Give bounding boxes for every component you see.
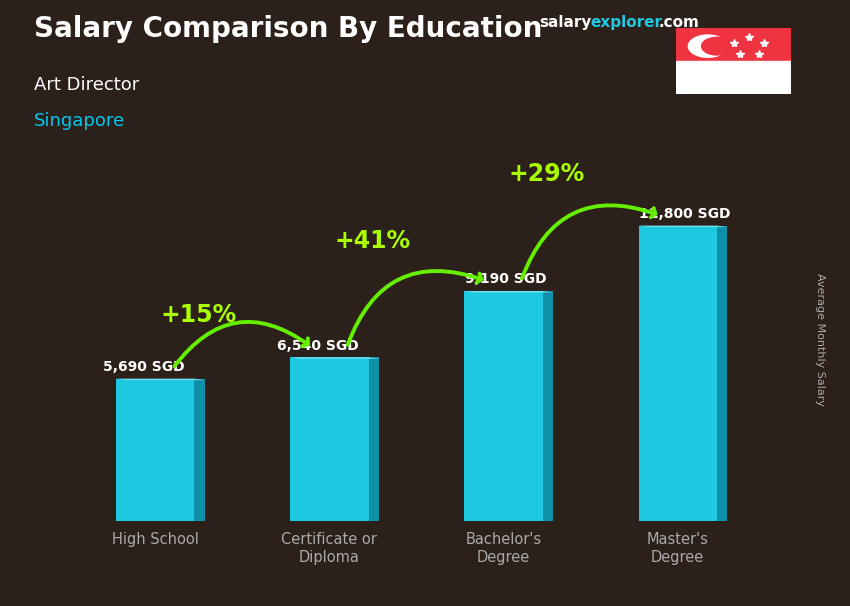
Text: Salary Comparison By Education: Salary Comparison By Education [34,15,542,43]
Polygon shape [195,379,205,521]
Polygon shape [116,379,205,380]
Bar [676,61,790,94]
Text: 6,540 SGD: 6,540 SGD [277,339,359,353]
Text: Singapore: Singapore [34,112,125,130]
Text: +15%: +15% [161,303,237,327]
Text: 5,690 SGD: 5,690 SGD [103,360,184,374]
Bar [638,225,717,521]
Polygon shape [717,225,728,521]
Text: 9,190 SGD: 9,190 SGD [465,273,547,287]
Text: Art Director: Art Director [34,76,139,94]
Text: .com: .com [659,15,700,30]
Text: +29%: +29% [509,162,586,185]
Text: 11,800 SGD: 11,800 SGD [639,207,731,221]
Bar [676,28,790,61]
Polygon shape [290,358,379,359]
Text: Average Monthly Salary: Average Monthly Salary [815,273,825,406]
Bar [290,358,369,521]
Polygon shape [369,358,379,521]
Circle shape [701,38,733,55]
Polygon shape [638,225,728,227]
Polygon shape [464,291,553,293]
Text: salary: salary [540,15,592,30]
Text: explorer: explorer [591,15,663,30]
Bar [464,291,543,521]
Polygon shape [543,291,553,521]
Circle shape [688,35,728,58]
Bar [116,379,195,521]
Text: +41%: +41% [335,230,411,253]
